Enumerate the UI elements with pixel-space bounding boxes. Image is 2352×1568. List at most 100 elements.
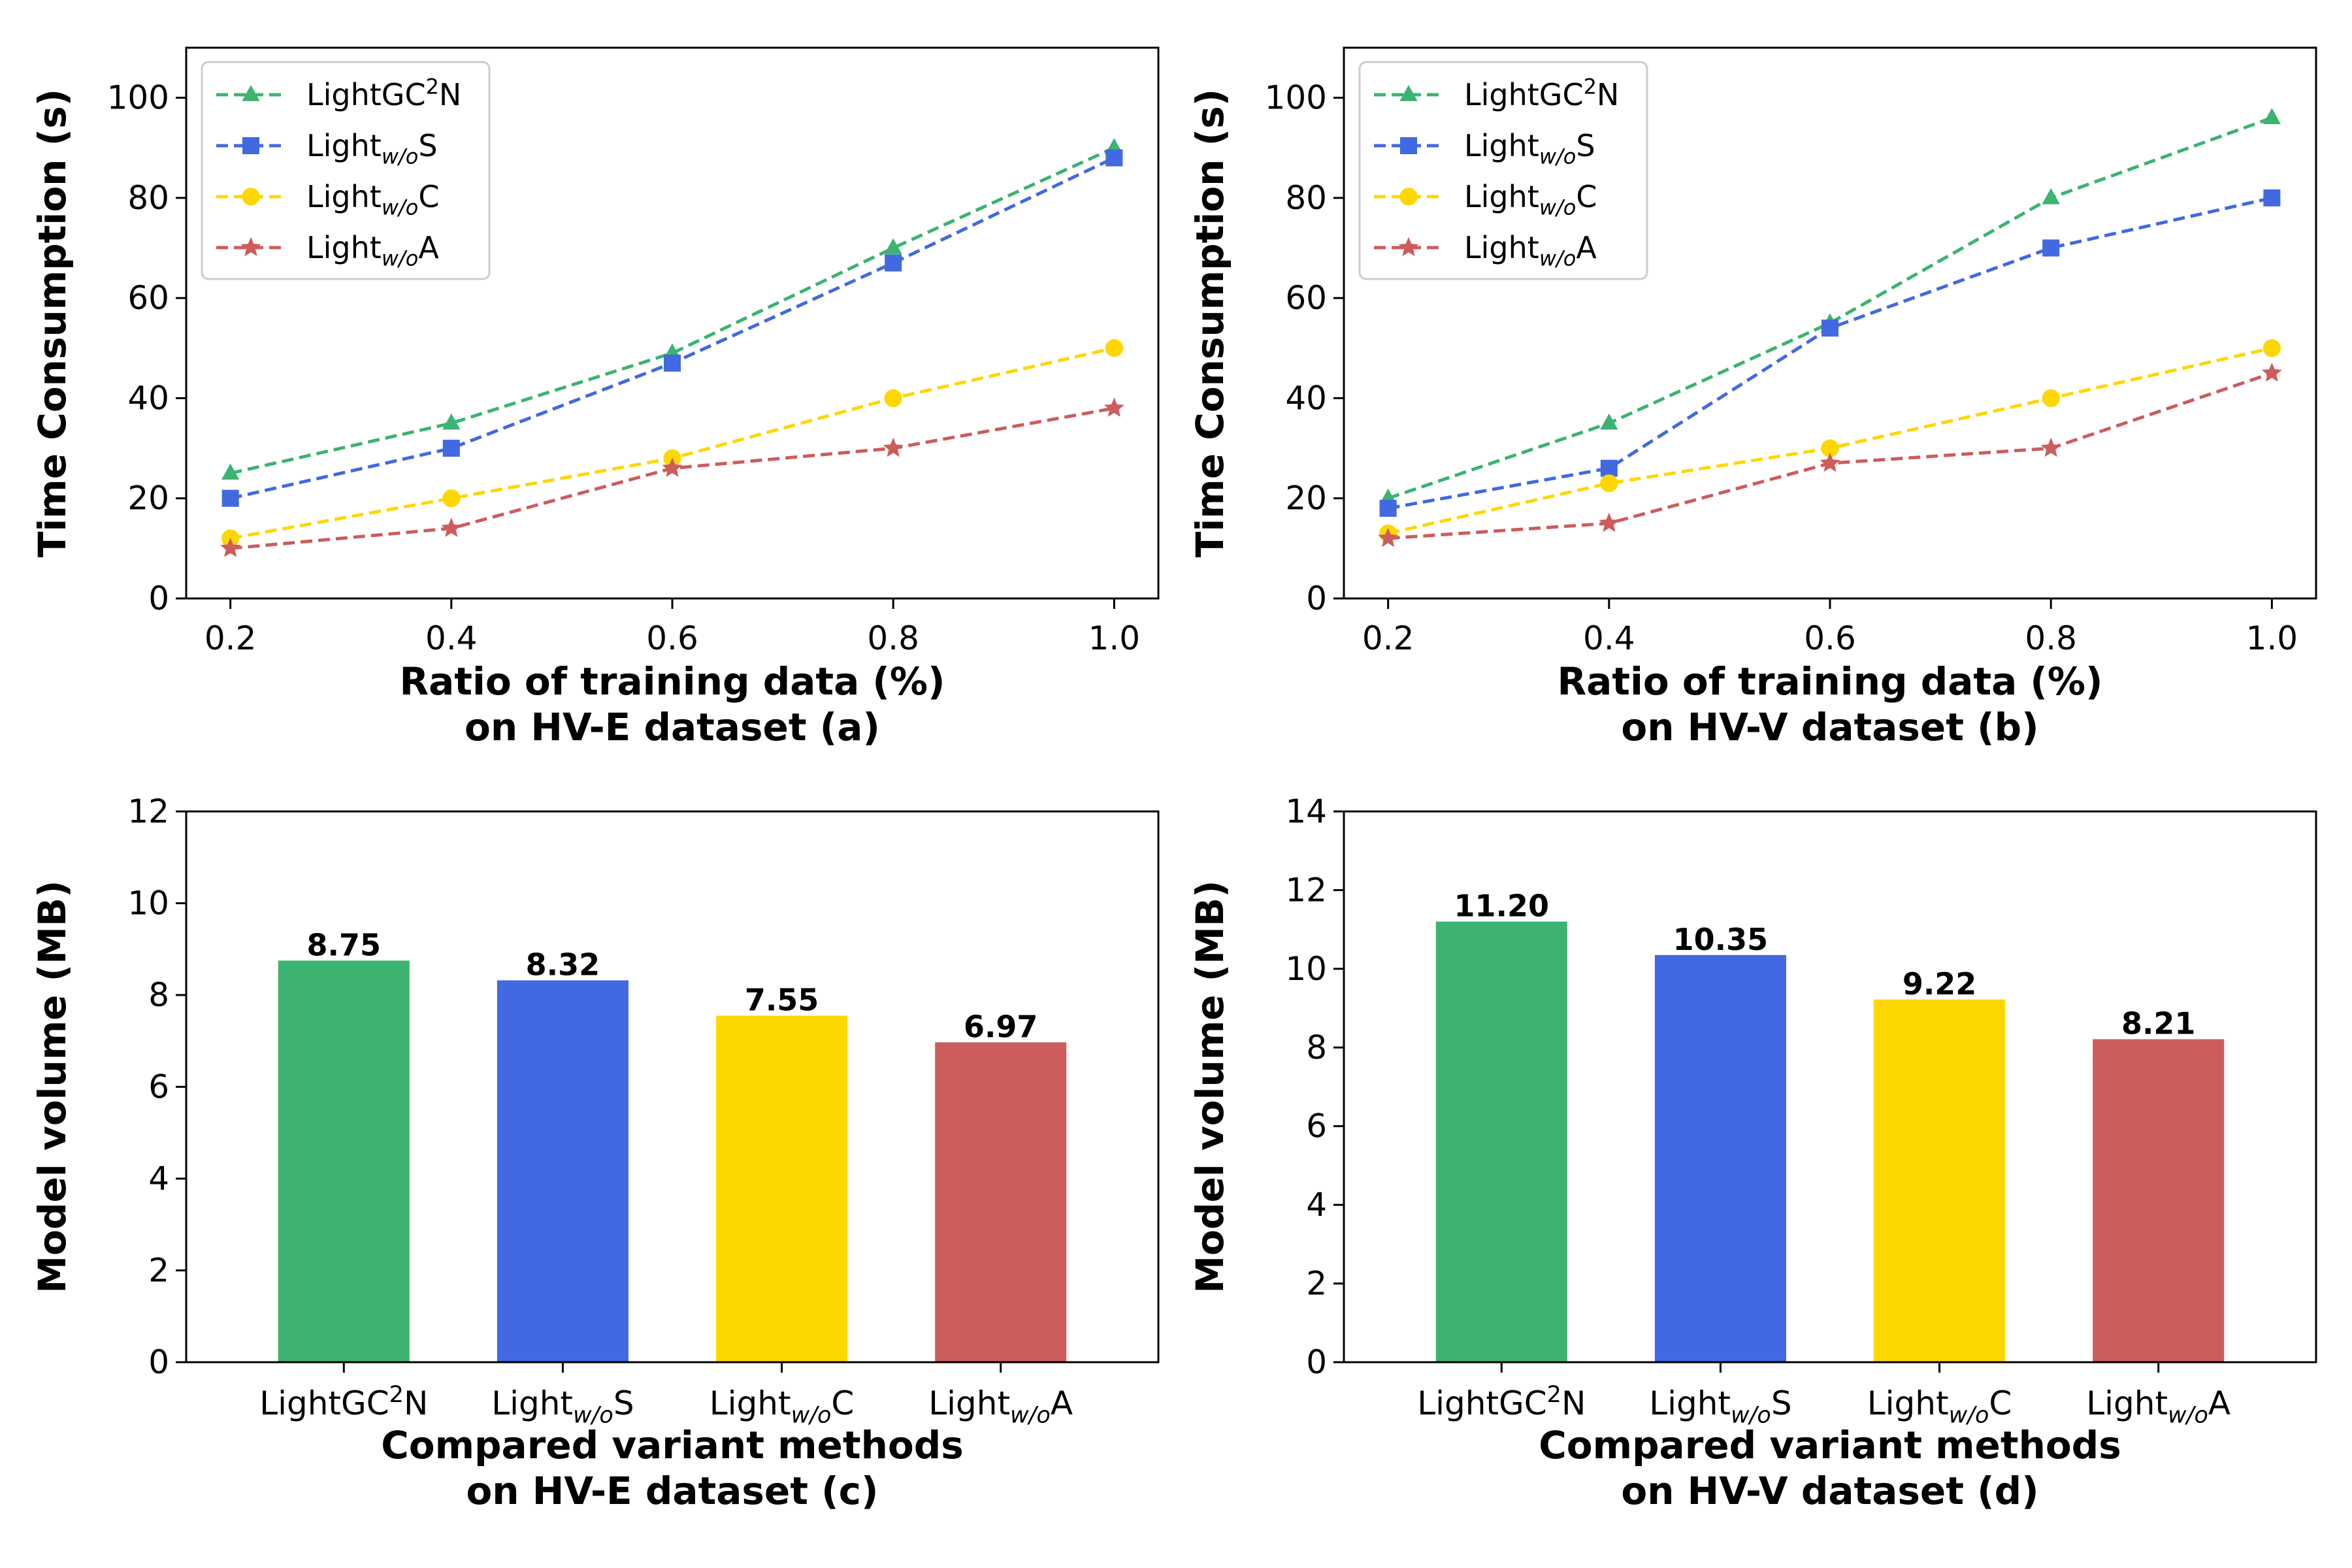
y-tick-label: 20 xyxy=(1285,480,1327,517)
bar xyxy=(1435,921,1567,1362)
x-tick-label-sub: w/o xyxy=(1949,1403,1989,1429)
x-axis-title-line-1: Compared variant methods xyxy=(1539,1423,2121,1467)
x-axis-title-line-2: on HV-E dataset (c) xyxy=(466,1469,878,1513)
x-tick-label-tail: A xyxy=(1051,1384,1073,1422)
y-tick-label: 2 xyxy=(148,1252,169,1290)
data-point xyxy=(1105,149,1123,167)
data-point xyxy=(1821,439,1839,457)
y-tick-label: 100 xyxy=(107,79,169,117)
x-tick-label: Lightw/oS xyxy=(1649,1384,1791,1429)
x-tick-label: Lightw/oA xyxy=(928,1384,1073,1429)
y-tick-label: 12 xyxy=(1285,871,1327,909)
legend-label: Lightw/oA xyxy=(1464,230,1597,271)
y-tick-label: 10 xyxy=(127,885,169,923)
y-tick-label: 8 xyxy=(148,976,169,1014)
series-line xyxy=(230,406,1115,550)
data-point xyxy=(884,389,902,408)
y-tick-label: 6 xyxy=(148,1068,169,1106)
data-point xyxy=(1821,319,1838,337)
x-tick-label-sub: w/o xyxy=(2168,1403,2208,1429)
legend-label-tail: N xyxy=(439,77,461,112)
legend-label-sub: w/o xyxy=(1539,195,1576,220)
x-tick-label: 0.6 xyxy=(1804,619,1856,657)
legend-box xyxy=(1358,61,1648,280)
y-tick-label: 8 xyxy=(1306,1028,1327,1066)
y-tick-label: 80 xyxy=(1285,179,1327,217)
data-point xyxy=(664,354,681,372)
x-tick-label-sub: w/o xyxy=(791,1403,832,1429)
y-tick-label: 60 xyxy=(1285,279,1327,317)
x-tick-label-base: LightGC xyxy=(259,1384,389,1422)
data-point xyxy=(442,489,461,508)
series-1 xyxy=(1379,189,2281,517)
legend-label-sub: w/o xyxy=(382,144,419,169)
bar xyxy=(1654,955,1786,1362)
x-tick-label: 0.4 xyxy=(1583,619,1635,657)
bar xyxy=(935,1042,1067,1362)
legend-label: LightGC2N xyxy=(306,74,461,112)
x-tick-label-tail: C xyxy=(1989,1384,2012,1422)
x-tick-label: 1.0 xyxy=(1088,619,1141,657)
y-axis-title: Model volume (MB) xyxy=(30,880,74,1293)
x-tick-label: 0.4 xyxy=(425,619,478,657)
series-line xyxy=(230,146,1115,475)
data-point xyxy=(220,538,241,557)
bar-value-label: 11.20 xyxy=(1454,889,1550,924)
y-tick-label: 0 xyxy=(1306,580,1327,617)
y-axis-title: Time Consumption (s) xyxy=(30,89,74,557)
series-3 xyxy=(1378,362,2282,547)
x-tick-label-tail: C xyxy=(831,1384,854,1422)
data-point xyxy=(442,440,460,457)
x-tick-label-base: LightGC xyxy=(1417,1384,1546,1422)
x-tick-label-base: Light xyxy=(2086,1384,2168,1422)
x-tick-label-sub: w/o xyxy=(1010,1403,1051,1429)
data-point xyxy=(2262,339,2281,357)
legend-label-tail: A xyxy=(1576,230,1597,265)
chart-panel-b: 0 20 40 60 80 100 Time Consumption (s) Ratio of… xyxy=(1188,46,2317,749)
x-axis-title-line-1: Ratio of training data (%) xyxy=(1557,659,2102,704)
legend-label-base: Light xyxy=(306,128,382,163)
bar-value-label: 8.21 xyxy=(2121,1006,2196,1041)
plot-frame xyxy=(1343,810,2317,1364)
legend-label-sup: 2 xyxy=(426,74,439,99)
data-point xyxy=(221,489,239,507)
x-tick-label: 0.8 xyxy=(867,619,919,657)
legend-label-base: Light xyxy=(1464,128,1539,163)
x-axis-title-line-2: on HV-V dataset (d) xyxy=(1621,1469,2038,1513)
x-tick-label-tail: S xyxy=(1771,1384,1792,1422)
data-point xyxy=(2042,188,2060,204)
legend-marker xyxy=(1399,85,1418,101)
data-point xyxy=(883,437,904,457)
data-point xyxy=(1600,459,1618,477)
legend-label-tail: S xyxy=(418,128,437,163)
data-point xyxy=(1378,527,1399,547)
bar-value-label: 6.97 xyxy=(964,1009,1038,1044)
x-tick-label-tail: A xyxy=(2208,1384,2230,1422)
x-tick-label: LightGC2N xyxy=(1417,1382,1586,1422)
x-tick-label: 0.8 xyxy=(2025,619,2077,657)
x-axis-title-line-2: on HV-E dataset (a) xyxy=(465,705,880,749)
x-tick-label: Lightw/oA xyxy=(2086,1384,2230,1429)
legend-label-sub: w/o xyxy=(382,195,419,220)
plot-frame xyxy=(185,810,1160,1364)
legend-label-tail: C xyxy=(418,179,439,214)
legend-marker xyxy=(1400,137,1417,154)
data-point xyxy=(1103,397,1124,417)
bar xyxy=(2093,1039,2225,1362)
y-tick-label: 100 xyxy=(1265,79,1327,117)
y-tick-label: 0 xyxy=(1306,1343,1327,1381)
y-tick-label: 60 xyxy=(127,279,169,317)
x-axis-title-line-1: Compared variant methods xyxy=(381,1423,964,1467)
series-2 xyxy=(1379,339,2281,543)
x-tick-label-sup: 2 xyxy=(389,1382,404,1408)
x-tick-label-sub: w/o xyxy=(573,1403,613,1429)
data-point xyxy=(2042,389,2060,408)
series-line xyxy=(230,346,1115,540)
bar-value-label: 7.55 xyxy=(745,983,819,1018)
y-tick-label: 4 xyxy=(1306,1186,1327,1224)
data-point xyxy=(2042,239,2060,257)
bar-value-label: 8.32 xyxy=(526,947,600,983)
data-point xyxy=(1105,339,1124,357)
